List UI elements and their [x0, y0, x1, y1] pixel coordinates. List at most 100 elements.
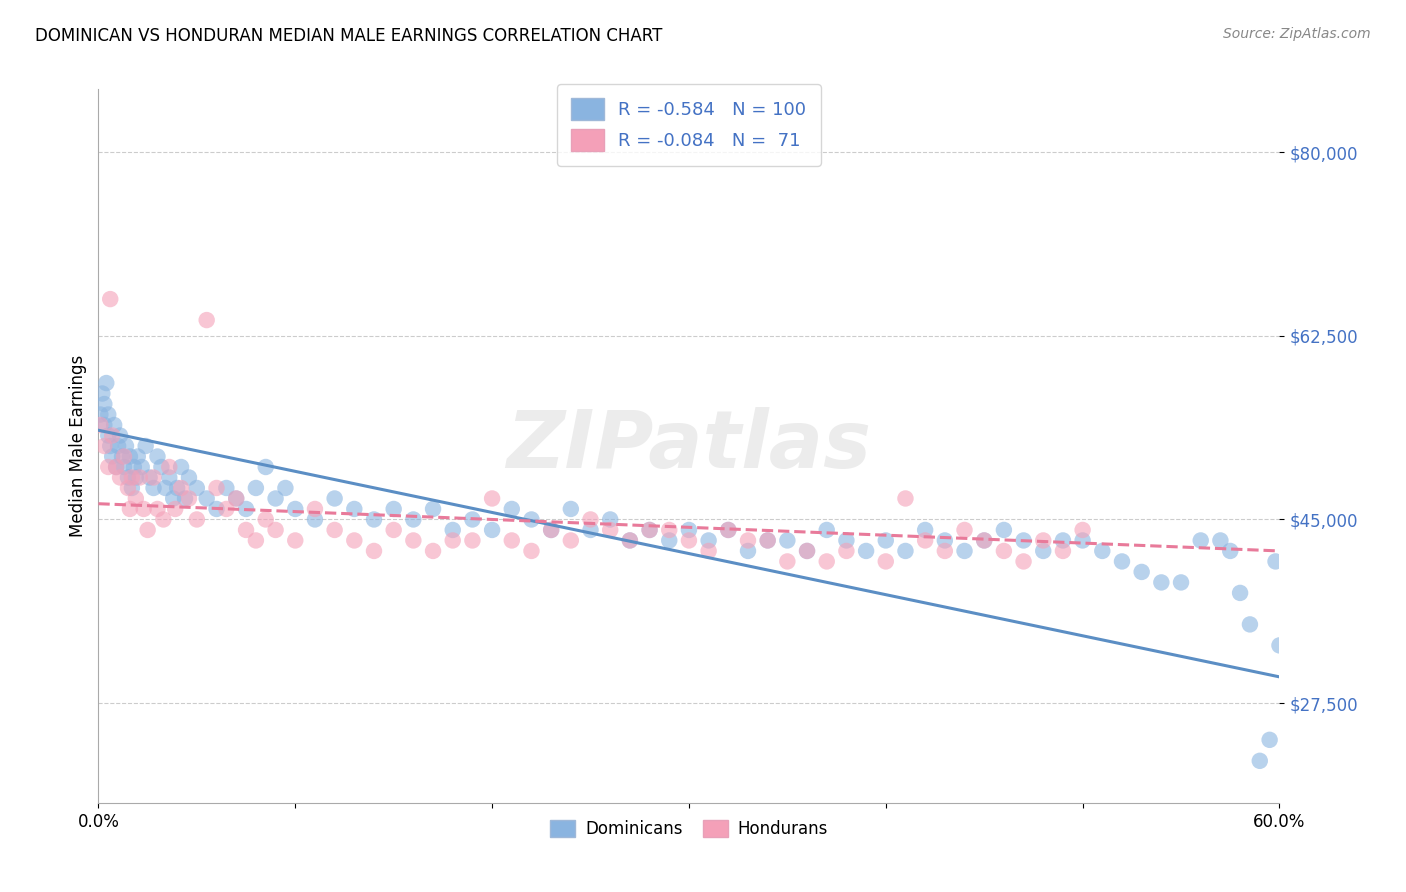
Point — [166, 481, 188, 495]
Point — [776, 554, 799, 568]
Legend: Dominicans, Hondurans: Dominicans, Hondurans — [543, 813, 835, 845]
Point — [1258, 732, 1281, 747]
Point — [101, 428, 124, 442]
Point — [186, 512, 208, 526]
Point — [1268, 639, 1291, 653]
Point — [1071, 533, 1094, 548]
Point — [103, 417, 125, 432]
Point — [1209, 533, 1232, 548]
Point — [914, 523, 936, 537]
Point — [599, 512, 621, 526]
Point — [1052, 544, 1074, 558]
Point — [125, 470, 148, 484]
Point — [146, 450, 169, 464]
Point — [131, 460, 153, 475]
Point — [756, 533, 779, 548]
Point — [1012, 554, 1035, 568]
Point — [138, 470, 160, 484]
Point — [165, 502, 187, 516]
Point — [323, 491, 346, 506]
Point — [118, 502, 141, 516]
Point — [619, 533, 641, 548]
Point — [112, 450, 135, 464]
Point — [128, 470, 150, 484]
Point — [97, 428, 120, 442]
Point — [461, 533, 484, 548]
Point — [245, 481, 267, 495]
Point — [520, 512, 543, 526]
Point — [115, 439, 138, 453]
Point — [796, 544, 818, 558]
Point — [135, 439, 157, 453]
Point — [254, 460, 277, 475]
Point — [93, 439, 115, 453]
Point — [501, 533, 523, 548]
Point — [177, 491, 200, 506]
Point — [225, 491, 247, 506]
Point — [127, 450, 149, 464]
Point — [638, 523, 661, 537]
Text: ZIPatlas: ZIPatlas — [506, 407, 872, 485]
Point — [105, 460, 128, 475]
Y-axis label: Median Male Earnings: Median Male Earnings — [69, 355, 87, 537]
Point — [215, 502, 238, 516]
Point — [1012, 533, 1035, 548]
Point — [150, 460, 173, 475]
Point — [235, 502, 257, 516]
Point — [737, 533, 759, 548]
Point — [717, 523, 740, 537]
Point — [235, 523, 257, 537]
Point — [304, 512, 326, 526]
Point — [1219, 544, 1241, 558]
Point — [1249, 754, 1271, 768]
Point — [323, 523, 346, 537]
Point — [953, 523, 976, 537]
Point — [117, 481, 139, 495]
Point — [284, 502, 307, 516]
Point — [284, 533, 307, 548]
Point — [560, 502, 582, 516]
Point — [855, 544, 877, 558]
Point — [132, 502, 155, 516]
Point — [170, 481, 193, 495]
Point — [678, 533, 700, 548]
Point — [422, 544, 444, 558]
Point — [195, 313, 218, 327]
Point — [1130, 565, 1153, 579]
Point — [993, 544, 1015, 558]
Point — [875, 533, 897, 548]
Point — [501, 502, 523, 516]
Point — [97, 460, 120, 475]
Point — [481, 523, 503, 537]
Point — [1189, 533, 1212, 548]
Point — [108, 470, 131, 484]
Point — [174, 491, 197, 506]
Point — [835, 533, 858, 548]
Point — [441, 523, 464, 537]
Point — [97, 408, 120, 422]
Point — [98, 292, 121, 306]
Point — [697, 533, 720, 548]
Point — [108, 428, 131, 442]
Text: Source: ZipAtlas.com: Source: ZipAtlas.com — [1223, 27, 1371, 41]
Point — [934, 544, 956, 558]
Point — [157, 470, 180, 484]
Point — [540, 523, 562, 537]
Point — [579, 512, 602, 526]
Point — [93, 417, 115, 432]
Point — [274, 481, 297, 495]
Point — [155, 481, 177, 495]
Point — [520, 544, 543, 558]
Point — [157, 460, 180, 475]
Point — [125, 491, 148, 506]
Point — [107, 439, 129, 453]
Point — [142, 481, 165, 495]
Point — [973, 533, 995, 548]
Point — [737, 544, 759, 558]
Point — [93, 397, 115, 411]
Point — [717, 523, 740, 537]
Point — [382, 523, 405, 537]
Point — [993, 523, 1015, 537]
Point — [1264, 554, 1286, 568]
Point — [934, 533, 956, 548]
